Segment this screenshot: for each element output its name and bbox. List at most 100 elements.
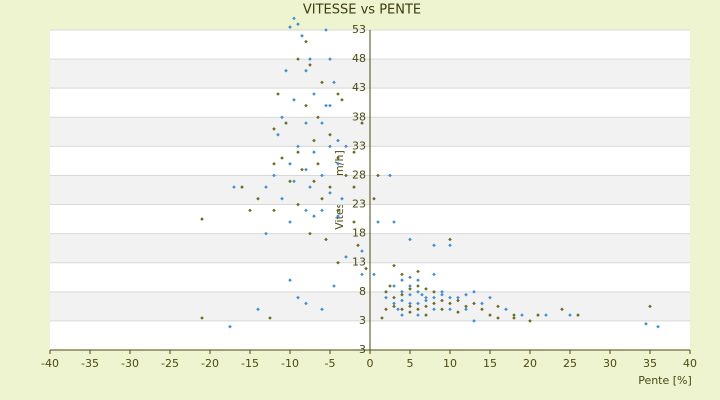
point (304, 301, 308, 306)
y-tick-label: 53 (352, 23, 366, 36)
point (432, 272, 436, 277)
point (416, 284, 420, 288)
point (352, 150, 356, 154)
point (420, 292, 424, 297)
point (288, 162, 292, 166)
point (320, 196, 324, 201)
point (292, 179, 296, 184)
point (336, 260, 340, 265)
point (400, 272, 404, 277)
point (392, 301, 396, 306)
point (308, 231, 312, 236)
point (336, 214, 340, 218)
point (304, 39, 308, 44)
point (296, 57, 300, 61)
point (644, 322, 648, 326)
point (344, 255, 348, 259)
point (272, 162, 276, 166)
x-tick-label: -15 (241, 357, 259, 370)
point (544, 313, 548, 317)
point (352, 185, 356, 189)
x-tick-label: -5 (325, 357, 336, 370)
point (424, 313, 428, 317)
point (320, 307, 324, 312)
point (304, 208, 308, 213)
point (312, 150, 316, 154)
point (296, 202, 300, 207)
point (312, 214, 316, 218)
point (340, 196, 344, 201)
point (416, 307, 420, 312)
point (232, 185, 236, 189)
point (376, 173, 380, 178)
point (400, 313, 404, 317)
point (272, 208, 276, 213)
point (408, 237, 412, 242)
point (380, 316, 384, 320)
point (480, 301, 484, 306)
point (316, 115, 320, 120)
point (504, 307, 508, 312)
point (464, 292, 468, 297)
point (400, 278, 404, 282)
point (408, 310, 412, 314)
y-tick-label: 13 (352, 256, 366, 269)
point (416, 313, 420, 317)
point (424, 295, 428, 300)
point (396, 307, 400, 312)
point (308, 57, 312, 61)
point (280, 196, 284, 201)
point (464, 307, 468, 312)
point (288, 278, 292, 282)
y-tick-label: 38 (352, 110, 366, 123)
point (308, 63, 312, 67)
point (448, 301, 452, 306)
y-tick-label: 18 (352, 227, 366, 240)
point (408, 287, 412, 291)
x-tick-label: 40 (683, 357, 697, 370)
point (376, 220, 380, 224)
x-tick-label: -10 (281, 357, 299, 370)
point (312, 92, 316, 96)
point (512, 316, 516, 320)
point (496, 304, 500, 309)
point (372, 272, 376, 277)
point (284, 68, 288, 73)
point (340, 98, 344, 102)
point (324, 237, 328, 242)
point (256, 307, 260, 312)
point (384, 295, 388, 300)
x-tick-label: 25 (563, 357, 577, 370)
point (360, 249, 364, 253)
point (440, 307, 444, 312)
point (336, 92, 340, 96)
point (512, 313, 516, 317)
point (332, 80, 336, 85)
point (520, 313, 524, 317)
point (280, 115, 284, 120)
point (344, 173, 348, 178)
point (296, 144, 300, 149)
point (304, 121, 308, 125)
point (432, 307, 436, 312)
point (416, 278, 420, 282)
point (328, 191, 332, 195)
point (448, 295, 452, 300)
point (324, 103, 328, 108)
point (448, 237, 452, 242)
x-tick-label: -40 (41, 357, 59, 370)
x-tick-label: 0 (367, 357, 374, 370)
point (388, 173, 392, 178)
point (304, 68, 308, 73)
point (384, 307, 388, 312)
point (284, 121, 288, 125)
point (536, 313, 540, 317)
point (312, 179, 316, 184)
point (264, 231, 268, 236)
point (432, 301, 436, 306)
point (200, 217, 204, 221)
x-tick-label: -35 (81, 357, 99, 370)
point (400, 290, 404, 294)
point (304, 167, 308, 172)
